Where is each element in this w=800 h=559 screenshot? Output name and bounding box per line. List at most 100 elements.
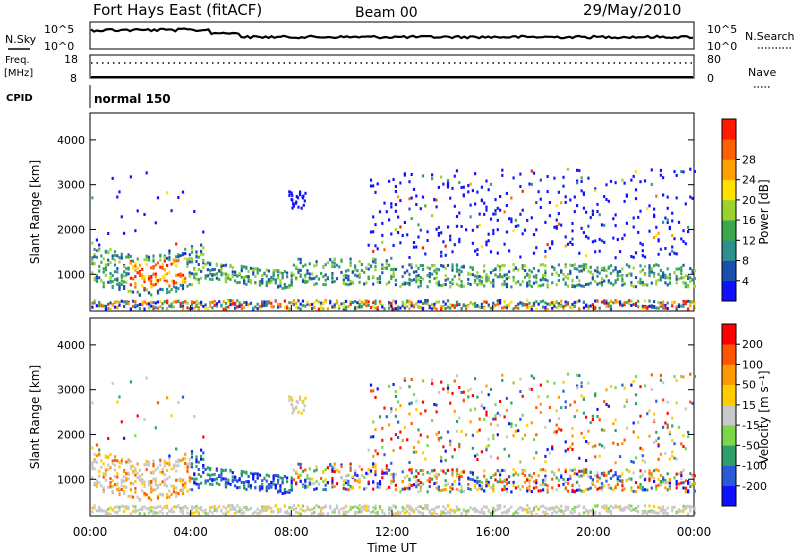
echo-cell	[109, 453, 112, 456]
echo-cell	[127, 471, 130, 475]
echo-cell	[354, 469, 357, 473]
echo-cell	[623, 199, 626, 203]
echo-cell	[138, 303, 141, 306]
echo-cell	[546, 190, 549, 194]
echo-cell	[496, 264, 499, 268]
echo-cell	[163, 478, 166, 482]
colorbar-tick-label: 100	[742, 358, 763, 371]
echo-cell	[614, 224, 617, 228]
echo-cell	[315, 479, 318, 483]
echo-cell	[492, 278, 495, 282]
echo-cell	[594, 306, 597, 310]
echo-cell	[514, 266, 517, 270]
echo-cell	[190, 300, 194, 304]
echo-cell	[544, 483, 547, 487]
echo-cell	[136, 471, 139, 475]
echo-cell	[95, 483, 98, 487]
echo-cell	[471, 189, 474, 193]
echo-cell	[431, 508, 434, 512]
echo-cell	[662, 303, 665, 307]
echo-cell	[335, 468, 339, 472]
echo-cell	[634, 285, 638, 289]
echo-cell	[392, 504, 395, 508]
echo-cell	[141, 303, 144, 307]
echo-cell	[331, 485, 334, 489]
echo-cell	[569, 403, 572, 407]
echo-cell	[344, 282, 348, 286]
echo-cell	[297, 511, 300, 515]
echo-cell	[299, 307, 302, 311]
echo-cell	[227, 505, 230, 508]
echo-cell	[492, 305, 495, 309]
echo-cell	[535, 485, 538, 489]
echo-cell	[571, 469, 574, 472]
echo-cell	[643, 264, 647, 268]
echo-cell	[220, 271, 223, 275]
echo-cell	[152, 254, 155, 258]
echo-cell	[159, 470, 162, 474]
echo-cell	[591, 276, 594, 280]
echo-cell	[673, 251, 676, 255]
echo-cell	[548, 507, 551, 511]
echo-cell	[460, 430, 463, 433]
echo-cell	[605, 304, 608, 308]
echo-cell	[252, 306, 255, 310]
echo-cell	[453, 243, 456, 247]
echo-cell	[98, 300, 101, 304]
echo-cell	[666, 283, 669, 287]
echo-cell	[449, 508, 452, 512]
echo-cell	[277, 285, 280, 289]
echo-cell	[127, 302, 130, 306]
echo-cell	[394, 512, 397, 516]
echo-cell	[166, 484, 169, 488]
echo-cell	[514, 224, 517, 228]
echo-cell	[492, 437, 495, 441]
echo-cell	[424, 299, 427, 302]
echo-cell	[156, 486, 160, 489]
echo-cell	[247, 480, 250, 484]
echo-cell	[449, 486, 452, 489]
echo-cell	[234, 270, 237, 274]
echo-cell	[406, 474, 409, 478]
echo-cell	[489, 217, 493, 221]
echo-cell	[655, 399, 658, 403]
echo-cell	[440, 380, 443, 384]
echo-cell	[523, 433, 527, 437]
echo-cell	[612, 283, 615, 287]
echo-cell	[127, 458, 130, 462]
echo-cell	[111, 176, 114, 180]
echo-cell	[587, 236, 590, 240]
echo-cell	[177, 460, 180, 464]
echo-cell	[566, 284, 570, 288]
echo-cell	[134, 469, 137, 473]
echo-cell	[356, 506, 359, 510]
echo-cell	[91, 506, 94, 510]
echo-cell	[102, 267, 105, 271]
echo-cell	[424, 505, 427, 509]
echo-cell	[104, 478, 107, 482]
echo-cell	[247, 275, 250, 279]
echo-cell	[503, 487, 506, 491]
echo-cell	[648, 474, 651, 478]
echo-cell	[390, 304, 393, 308]
echo-cell	[163, 505, 166, 509]
echo-cell	[530, 182, 533, 186]
echo-cell	[132, 495, 135, 499]
echo-cell	[471, 507, 474, 511]
echo-cell	[211, 278, 214, 281]
echo-cell	[458, 271, 461, 274]
echo-cell	[415, 245, 418, 249]
echo-cell	[329, 258, 332, 262]
echo-cell	[234, 475, 237, 479]
echo-cell	[403, 302, 406, 306]
echo-cell	[107, 306, 110, 310]
echo-cell	[172, 305, 175, 309]
echo-cell	[290, 479, 293, 483]
echo-cell	[426, 266, 429, 269]
echo-cell	[263, 300, 266, 304]
echo-cell	[639, 241, 642, 245]
echo-cell	[546, 284, 549, 288]
echo-cell	[537, 474, 540, 478]
echo-cell	[585, 440, 588, 443]
echo-cell	[120, 275, 123, 279]
